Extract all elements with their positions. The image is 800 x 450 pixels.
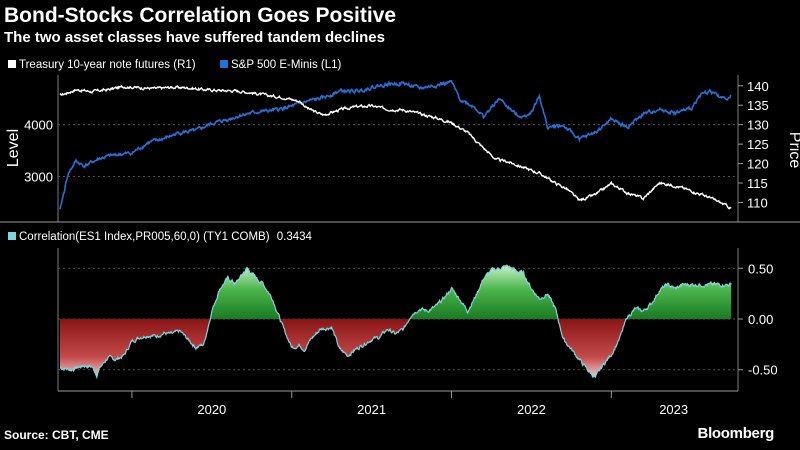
legend-label-treasury: Treasury 10-year note futures (R1): [19, 59, 196, 71]
series-line-sp500: [59, 79, 732, 210]
x-tick-label: 2023: [659, 402, 688, 417]
right-tick-label: 110: [747, 195, 768, 210]
right-tick-label: 135: [747, 98, 769, 113]
top-panel-frame: [0, 75, 800, 223]
right-tick-label: -0.50: [748, 363, 778, 378]
x-tick-label: 2020: [197, 402, 226, 417]
brand-logo: Bloomberg: [697, 425, 775, 442]
right-axis-label: Price: [786, 132, 800, 169]
left-tick-label: 4000: [24, 118, 53, 133]
right-tick-label: 140: [747, 79, 769, 94]
svg-text:Correlation(ES1 Index,PR005,60: Correlation(ES1 Index,PR005,60,0) (TY1 C…: [19, 231, 313, 243]
right-tick-label: 125: [747, 137, 769, 152]
legend-top: Treasury 10-year note futures (R1) S&P 5…: [8, 59, 342, 71]
bottom-right-axis-ticks: 0.50 0.00 -0.50: [738, 261, 778, 378]
correlation-positive-area: [60, 265, 732, 319]
right-tick-label: 130: [747, 118, 769, 133]
x-tick-label: 2022: [517, 402, 546, 417]
top-right-axis-ticks: 110 115 120 125 130 135 140: [738, 79, 769, 210]
right-tick-label: 0.50: [748, 261, 773, 276]
chart-subtitle: The two asset classes have suffered tand…: [4, 29, 385, 46]
series-line-correlation: [60, 264, 732, 380]
legend-swatch-correlation: [8, 232, 16, 240]
top-left-axis-ticks: 3000 4000: [24, 118, 53, 185]
x-axis: 2020 2021 2022 2023: [131, 391, 688, 417]
legend-last-value: 0.3434: [277, 231, 313, 243]
legend-label-correlation: Correlation(ES1 Index,PR005,60,0) (TY1 C…: [19, 231, 270, 243]
legend-label-sp500: S&P 500 E-Minis (L1): [231, 59, 342, 71]
x-tick-label: 2021: [357, 402, 386, 417]
chart-title: Bond-Stocks Correlation Goes Positive: [4, 4, 397, 27]
legend-bottom: Correlation(ES1 Index,PR005,60,0) (TY1 C…: [8, 231, 313, 243]
left-tick-label: 3000: [24, 170, 53, 185]
legend-swatch-sp500: [220, 60, 228, 68]
correlation-negative-area: [60, 319, 732, 378]
right-tick-label: 115: [747, 176, 768, 191]
series-line-treasury: [59, 84, 732, 210]
legend-swatch-treasury: [8, 60, 16, 68]
right-tick-label: 120: [747, 157, 769, 172]
left-axis-label: Level: [5, 129, 22, 167]
top-grid: [58, 124, 738, 177]
right-tick-label: 0.00: [748, 312, 773, 327]
source-note: Source: CBT, CME: [4, 428, 109, 442]
